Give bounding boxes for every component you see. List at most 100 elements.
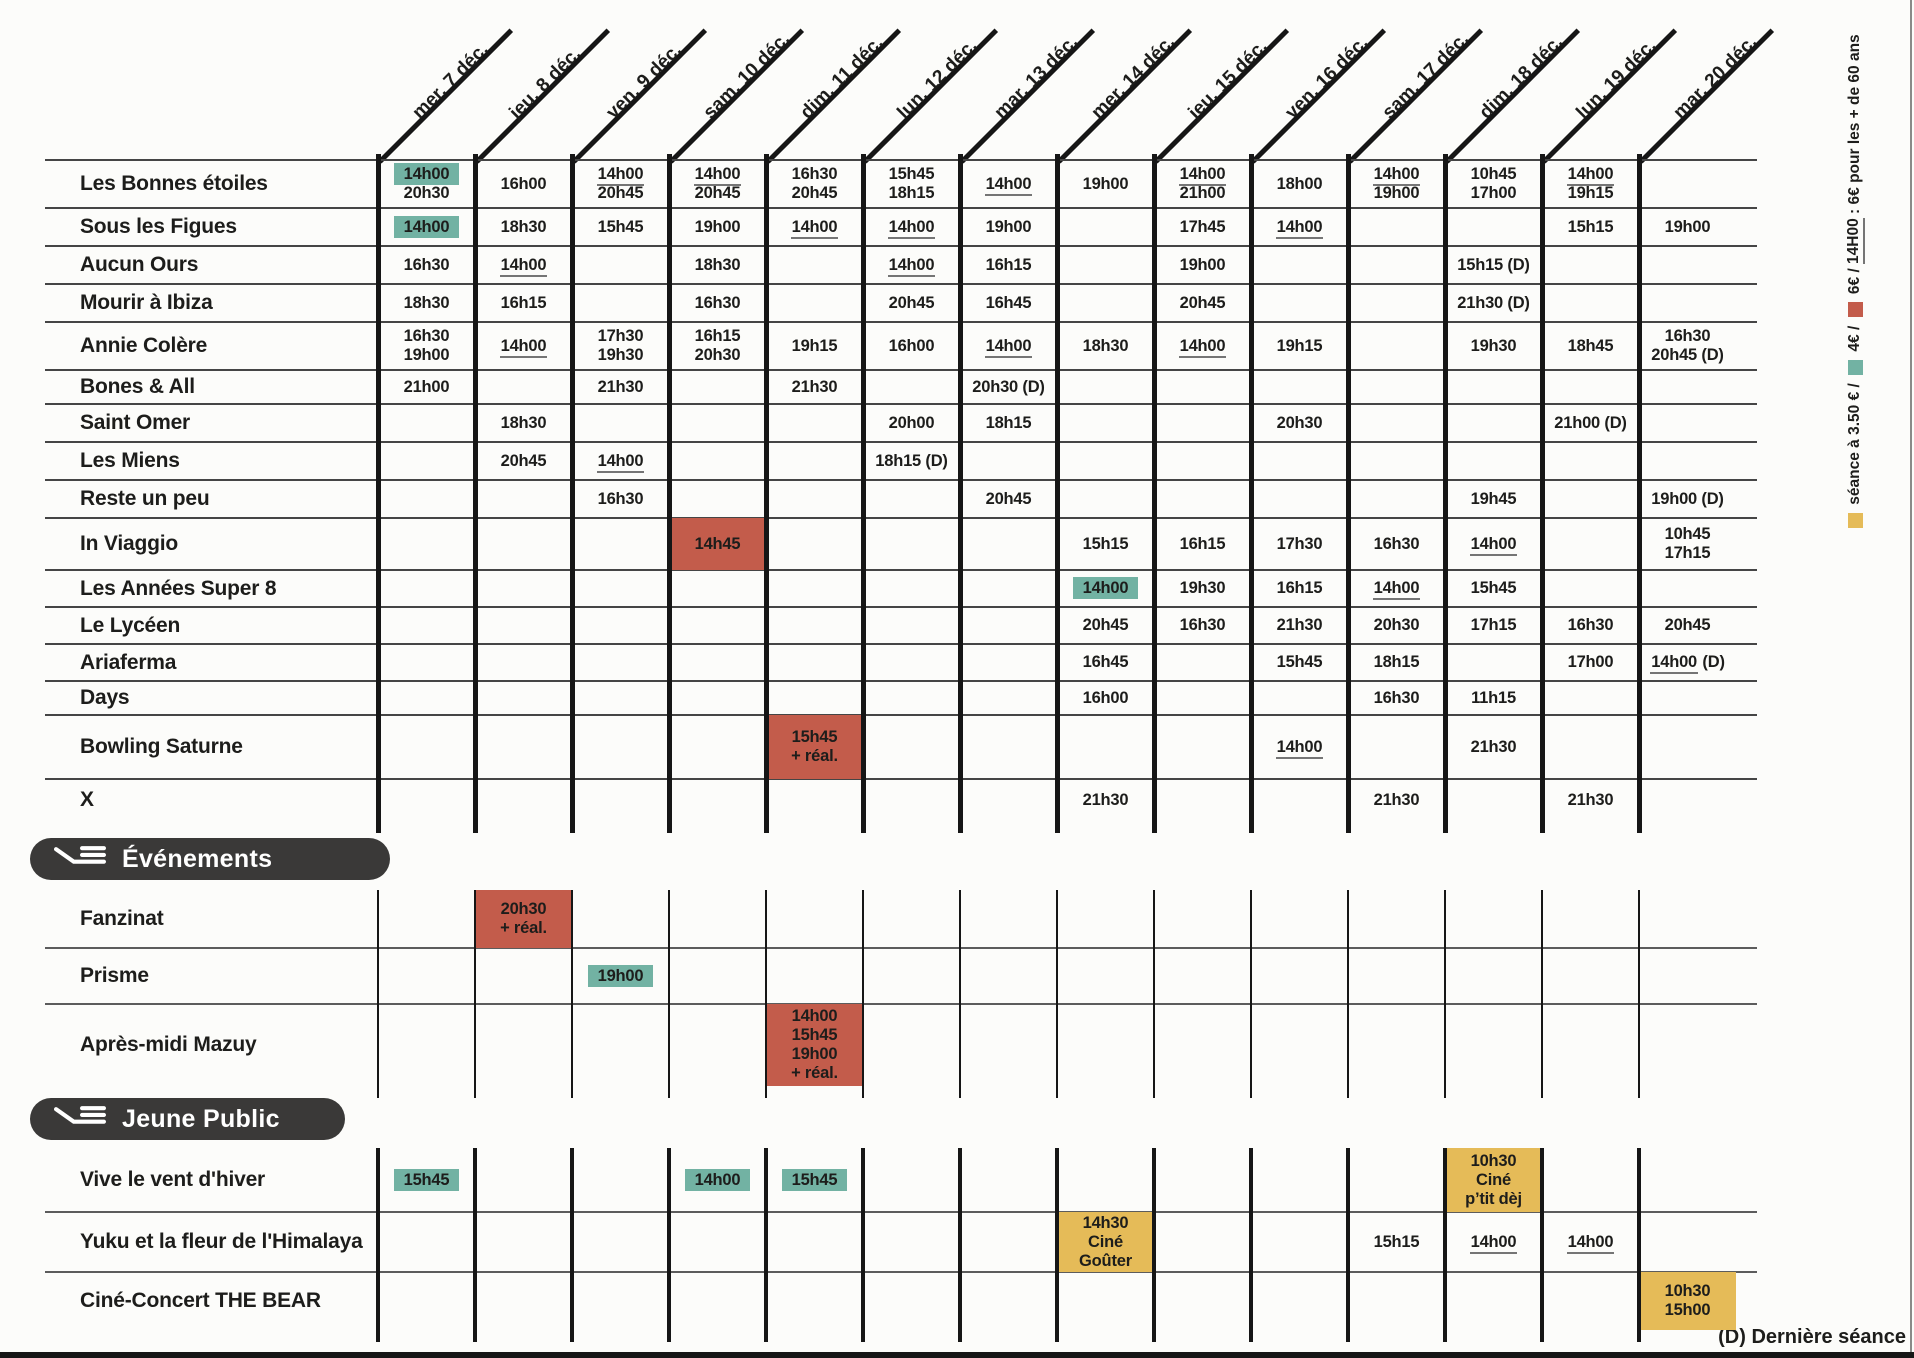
showtime: 18h30 (694, 255, 741, 274)
showtime: 16h30 (403, 255, 450, 274)
column-line (376, 1148, 380, 1342)
schedule-row: Ariaferma 16h45 15h45 18h15 17h00 14h00 (D) (45, 644, 1757, 681)
time-cell: 18h30 (1057, 322, 1154, 370)
showtime: 19h30 (597, 346, 644, 364)
showtime: 14h00 (1275, 737, 1324, 759)
time-cell: 14h00 (1445, 518, 1542, 570)
showtime: 15h15 (1567, 217, 1614, 236)
time-cell: 18h30 (475, 404, 572, 442)
time-cell: 18h30 (475, 208, 572, 246)
row-separator (45, 569, 1757, 571)
time-cell: 20h30 (D) (960, 370, 1057, 404)
showtime: 20h30 (500, 900, 547, 918)
showtime: 15h45 (393, 1168, 460, 1191)
row-separator (45, 680, 1757, 682)
showtime: 14h45 (694, 534, 741, 553)
row-separator (45, 207, 1757, 209)
showtime: 18h15 (985, 413, 1032, 432)
showtime: 18h15 (1373, 653, 1420, 671)
column-line (1444, 890, 1446, 1098)
time-cell: 19h00 (D) (1639, 480, 1736, 518)
showtime: 17h00 (1567, 653, 1614, 671)
showtime: 16h30 (791, 165, 838, 183)
column-line (473, 1148, 477, 1342)
showtime: 14h00 (887, 217, 936, 239)
schedule-row: Les Bonnes étoiles 14h00 20h30 16h00 14h00 20… (45, 160, 1757, 208)
schedule-row: In Viaggio 14h45 15h15 16h15 17h30 16h30 14h00… (45, 518, 1757, 570)
schedule-row: Aucun Ours 16h30 14h00 18h30 14h00 16h15 19h00… (45, 246, 1757, 284)
showtime: 20h45 (1082, 616, 1129, 634)
column-line (474, 890, 476, 1098)
row-separator (45, 643, 1757, 645)
date-header: lun. 12 déc. (893, 35, 982, 124)
time-cell: 15h45 (378, 1148, 475, 1212)
date-header: lun. 19 déc. (1572, 35, 1661, 124)
time-cell: 14h00 (378, 208, 475, 246)
film-title: In Viaggio (80, 532, 178, 555)
showtime: 19h00 (1179, 255, 1226, 274)
showtime: 16h30 (1179, 616, 1226, 634)
highlighted-cell: 15h45 + réal. (766, 715, 863, 779)
showtime: 14h00 (1178, 336, 1227, 358)
showtime: 10h45 (1470, 165, 1517, 183)
row-separator (45, 283, 1757, 285)
time-cell: 15h15 (1057, 518, 1154, 570)
showtime: 17h30 (1276, 534, 1323, 553)
schedule-row: Yuku et la fleur de l'Himalaya 14h30 Ciné G… (45, 1212, 1757, 1272)
showtime: 16h15 (1179, 534, 1226, 553)
time-cell: 21h30 (1542, 779, 1639, 821)
showtime: 16h00 (1082, 688, 1129, 707)
page-right-edge-line (1910, 0, 1912, 1352)
film-title: Les Miens (80, 449, 180, 472)
showtime: 17h15 (1664, 544, 1711, 562)
last-screening-footnote: (D) Dernière séance (1718, 1326, 1906, 1348)
showtime: 14h00 (1566, 165, 1615, 186)
time-cell: 14h00 20h45 (572, 160, 669, 208)
schedule-row: Vive le vent d'hiver 15h45 14h00 15h45 10h30… (45, 1148, 1757, 1212)
row-separator (45, 1271, 1757, 1273)
showtime: 17h45 (1179, 217, 1226, 236)
schedule-row: Annie Colère 16h30 19h00 14h00 17h30 19h30 16h… (45, 322, 1757, 370)
showtime: 14h00 (499, 336, 548, 358)
time-cell: 16h45 (960, 284, 1057, 322)
column-line (958, 1148, 962, 1342)
column-line (1151, 154, 1157, 833)
column-line (1250, 890, 1252, 1098)
showtime: + réal. (791, 747, 838, 765)
showtime: 14h00 (984, 174, 1033, 196)
time-cell: 18h15 (960, 404, 1057, 442)
column-line (569, 154, 575, 833)
column-line (1637, 1148, 1641, 1342)
showtime: 16h15 (500, 293, 547, 312)
showtime: 19h15 (1567, 184, 1614, 202)
time-cell: 21h00 (D) (1542, 404, 1639, 442)
schedule-row: Ciné-Concert THE BEAR 10h30 15h00 (45, 1272, 1757, 1330)
film-title: X (80, 788, 94, 811)
column-line (1054, 154, 1060, 833)
column-line (764, 1148, 768, 1342)
showtime: 21h30 (791, 377, 838, 396)
date-header: mer. 14 déc. (1087, 31, 1180, 124)
showtime: 16h15 (1276, 579, 1323, 597)
legend-swatch-red (1847, 302, 1863, 318)
time-cell: 14h00 (D) (1639, 644, 1736, 681)
time-cell: 16h15 (1154, 518, 1251, 570)
legend-swatch-yellow (1847, 513, 1863, 528)
time-cell: 16h30 (669, 284, 766, 322)
time-cell: 20h00 (863, 404, 960, 442)
film-title: Bowling Saturne (80, 735, 243, 758)
schedule-row: Après-midi Mazuy 14h00 15h45 19h00 + réal. (45, 1004, 1757, 1086)
legend-text: séance à 3.50 € / (1846, 378, 1863, 509)
time-cell: 19h45 (1445, 480, 1542, 518)
showtime: 15h00 (1664, 1301, 1711, 1319)
row-separator (45, 403, 1757, 405)
date-header: jeu. 15 déc. (1184, 35, 1272, 124)
showtime: 19h00 (403, 346, 450, 364)
time-cell: 15h45 18h15 (863, 160, 960, 208)
time-cell: 18h30 (669, 246, 766, 284)
time-cell: 14h00 (475, 322, 572, 370)
showtime: 19h15 (791, 336, 838, 355)
time-cell: 21h30 (1057, 779, 1154, 821)
time-cell: 20h45 (1154, 284, 1251, 322)
legend-text: 4€ / (1846, 321, 1863, 356)
